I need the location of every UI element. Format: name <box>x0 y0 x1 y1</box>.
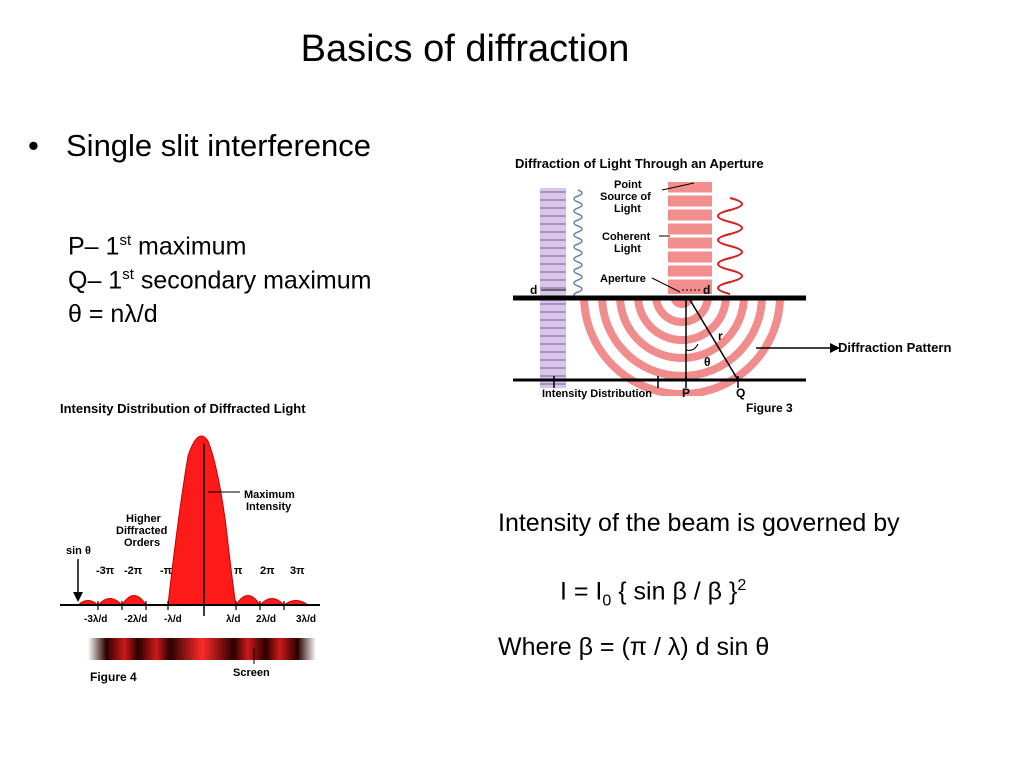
definition-p: P– 1st maximum <box>68 232 246 261</box>
label-higher-3: Orders <box>124 537 160 549</box>
label-coherent-1: Coherent <box>602 231 651 243</box>
label-max-2: Intensity <box>246 501 292 513</box>
label-higher-2: Diffracted <box>116 525 167 537</box>
figure-4-diagram: Intensity Distribution of Diffracted Lig… <box>60 401 320 684</box>
screen-band <box>88 638 316 660</box>
pi-label-neg1: -π <box>160 565 173 577</box>
pi-label-neg2: -2π <box>124 565 143 577</box>
label-r: r <box>718 329 723 343</box>
label-aperture: Aperture <box>600 273 646 285</box>
intensity-formula: I = I0 { sin β / β }2 <box>560 577 746 610</box>
pi-label-1: π <box>234 565 243 577</box>
lambda-label-3: 3λ/d <box>296 614 316 625</box>
label-max-1: Maximum <box>244 489 295 501</box>
definition-p-sup: st <box>119 232 132 249</box>
formula-sup: 2 <box>737 577 747 594</box>
diffraction-pattern-arrow <box>756 343 840 353</box>
label-coherent-2: Light <box>614 243 641 255</box>
pi-label-neg3: -3π <box>96 565 115 577</box>
definition-q: Q– 1st secondary maximum <box>68 266 371 295</box>
label-d-left: d <box>530 283 537 297</box>
diffraction-rings <box>580 296 784 396</box>
label-point-source-3: Light <box>614 203 641 215</box>
coherent-light-lines <box>668 192 712 280</box>
formula-mid: { sin β / β } <box>611 577 738 606</box>
diffraction-pattern-label: Diffraction Pattern <box>838 340 952 355</box>
label-p: P <box>682 386 690 400</box>
lambda-label-neg2: -2λ/d <box>124 614 147 625</box>
definition-p-prefix: P– 1 <box>68 232 120 261</box>
lambda-label-neg3: -3λ/d <box>84 614 107 625</box>
definition-theta: θ = nλ/d <box>68 300 158 328</box>
blue-wave <box>573 189 583 299</box>
bullet-dot: • <box>28 128 39 163</box>
pi-label-2: 2π <box>260 565 275 577</box>
pi-label-3: 3π <box>290 565 305 577</box>
definition-q-prefix: Q– 1 <box>68 266 123 295</box>
formula-lhs: I = I <box>560 577 603 606</box>
line-to-q <box>689 299 739 381</box>
label-point-source-1: Point <box>614 179 642 191</box>
definition-p-suffix: maximum <box>131 232 247 261</box>
figure-3-diagram: Diffraction of Light Through an Aperture <box>513 156 806 415</box>
lambda-label-2: 2λ/d <box>256 614 276 625</box>
lambda-label-1: λ/d <box>226 614 240 625</box>
definition-q-suffix: secondary maximum <box>133 266 372 295</box>
sin-theta-arrowhead <box>73 592 83 602</box>
aperture-pointer <box>651 277 681 293</box>
bullet-text: Single slit interference <box>66 128 371 163</box>
bullet-item: • Single slit interference <box>28 128 371 164</box>
figure-3-caption: Figure 3 <box>746 401 793 415</box>
red-wave <box>717 197 743 295</box>
label-d-right: d <box>703 283 710 297</box>
formula-sub: 0 <box>602 592 612 610</box>
slide-title: Basics of diffraction <box>300 28 630 70</box>
theta-arc <box>685 343 699 351</box>
label-sin-theta: sin θ <box>66 545 91 557</box>
label-screen: Screen <box>233 667 270 679</box>
label-higher-1: Higher <box>126 513 162 525</box>
intensity-text: Intensity of the beam is governed by <box>498 509 900 537</box>
label-theta: θ <box>704 355 711 369</box>
point-source-pointer <box>661 182 695 191</box>
definition-q-sup: st <box>122 266 134 283</box>
coherent-light-band <box>668 182 712 294</box>
figure-3-title: Diffraction of Light Through an Aperture <box>515 156 764 171</box>
intensity-curve <box>76 435 310 607</box>
lambda-label-neg1: -λ/d <box>164 614 182 625</box>
intensity-ticks <box>97 601 285 610</box>
label-intensity-distribution: Intensity Distribution <box>542 388 652 400</box>
figure-4-caption: Figure 4 <box>90 670 137 684</box>
plane-wave-lines <box>540 191 566 385</box>
label-point-source-2: Source of <box>600 191 651 203</box>
figure-4-title: Intensity Distribution of Diffracted Lig… <box>60 401 306 416</box>
label-q: Q <box>736 386 745 400</box>
beta-definition: Where β = (π / λ) d sin θ <box>498 633 770 661</box>
